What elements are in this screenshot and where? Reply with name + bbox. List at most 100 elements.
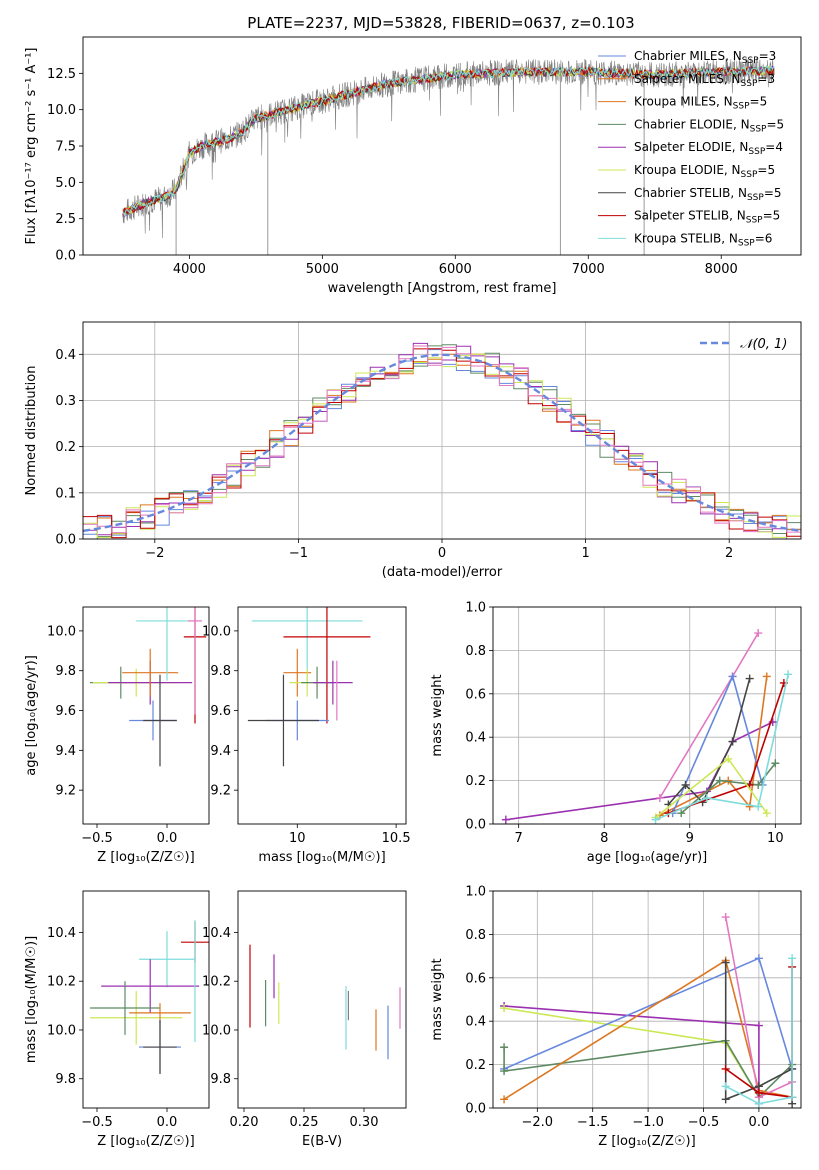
y-axis-label: mass weight <box>430 958 445 1040</box>
x-axis-label: (data-model)/error <box>382 565 503 580</box>
data-point-marker <box>681 780 690 789</box>
x-tick-label: 5000 <box>306 262 339 277</box>
data-point-marker <box>500 1043 509 1052</box>
chart-residuals: −2 −1 0 1 2 0.0 0.1 0.2 0.3 0.4 (data-model)/error… <box>24 321 802 580</box>
chart-age-vs-mass: 10 10.5 9.2 9.4 9.6 9.8 10.0 mass [log₁₀(M/M☉)] <box>202 606 411 865</box>
weight-line <box>680 762 776 814</box>
chart-spectrum: 4000 5000 6000 7000 8000 0.0 2.5 5.0 7.5 10.0 12.5… <box>24 36 802 296</box>
y-tick-label: 9.4 <box>55 744 76 759</box>
y-tick-label: 10.4 <box>47 926 76 941</box>
y-tick-label: 0.3 <box>55 394 76 409</box>
figure-title: PLATE=2237, MJD=53828, FIBERID=0637, z=0… <box>247 14 634 32</box>
chart-mass-vs-z: −0.5 0.0 9.8 10.0 10.2 10.4 Z [log₁₀(Z/Z☉)] mas… <box>24 890 210 1149</box>
axes-frame <box>237 606 407 825</box>
data-point-marker <box>501 815 510 824</box>
data-point-marker <box>788 954 797 963</box>
y-tick-label: 0.4 <box>465 731 486 746</box>
y-tick-label: 12.5 <box>47 67 76 82</box>
data-point-marker <box>721 1095 730 1104</box>
x-tick-label: 7000 <box>572 262 605 277</box>
data-point-marker <box>745 674 754 683</box>
x-tick-label: −2 <box>145 546 164 561</box>
y-tick-label: 9.8 <box>55 1072 76 1087</box>
x-tick-label: 10.5 <box>382 831 411 846</box>
chart-age-vs-z: −0.5 0.0 9.2 9.4 9.6 9.8 10.0 Z [log₁₀(Z/Z☉)] ag… <box>24 606 210 865</box>
model-line <box>122 65 775 217</box>
x-tick-label: 4000 <box>173 262 206 277</box>
data-point-marker <box>677 809 686 818</box>
legend-entry: Chabrier STELIB, NSSP=5 <box>634 186 782 203</box>
x-axis-label: Z [log₁₀(Z/Z☉)] <box>97 850 194 865</box>
legend-entry: Salpeter MILES, NSSP=3 <box>634 72 775 89</box>
y-tick-label: 10.0 <box>47 624 76 639</box>
axes-frame <box>82 890 210 1109</box>
weight-line <box>655 674 789 821</box>
legend-entry: Kroupa MILES, NSSP=5 <box>634 95 767 112</box>
data-point-marker <box>771 759 780 768</box>
x-tick-label: −1.5 <box>577 1115 609 1130</box>
y-tick-label: 0.2 <box>465 774 486 789</box>
data-point-marker <box>754 954 763 963</box>
chart-weight-vs-z: −2.0 −1.5 −1.0 −0.5 0.0 0.0 0.2 0.4 0.6 0.8 1.0 Z [… <box>430 885 802 1149</box>
data-point-marker <box>728 737 737 746</box>
y-tick-label: 10.0 <box>202 1023 231 1038</box>
y-axis-label: mass [log₁₀(M/M☉)] <box>24 936 39 1063</box>
data-point-marker <box>754 1099 763 1108</box>
x-tick-label: 0.20 <box>230 1115 259 1130</box>
data-point-marker <box>724 754 733 763</box>
y-tick-label: 0.6 <box>465 971 486 986</box>
histogram-steps <box>83 345 801 539</box>
y-tick-label: 0.0 <box>465 818 486 833</box>
y-tick-label: 0.2 <box>55 440 76 455</box>
y-axis-label: age [log₁₀(age/yr)] <box>24 655 39 776</box>
legend-entry: Kroupa STELIB, NSSP=6 <box>634 231 772 248</box>
data-point-marker <box>784 670 793 679</box>
legend-entry: Kroupa ELODIE, NSSP=5 <box>634 163 775 180</box>
x-tick-label: 10 <box>289 831 306 846</box>
y-tick-label: 0.4 <box>465 1015 486 1030</box>
y-tick-label: 0.8 <box>465 928 486 943</box>
x-tick-label: 7 <box>515 831 523 846</box>
y-tick-label: 10.2 <box>202 975 231 990</box>
data-point-marker <box>721 913 730 922</box>
data-point-marker <box>728 672 737 681</box>
y-tick-label: 0.2 <box>465 1058 486 1073</box>
axes-frame <box>82 36 802 256</box>
data-point-marker <box>762 809 771 818</box>
data-point-marker <box>788 1093 797 1102</box>
y-tick-label: 9.4 <box>210 744 231 759</box>
data-point-marker <box>702 793 711 802</box>
axes-frame <box>82 321 802 540</box>
y-tick-label: 0.4 <box>55 348 76 363</box>
y-tick-label: 0.0 <box>465 1102 486 1117</box>
y-tick-label: 1.0 <box>465 601 486 616</box>
legend: Chabrier MILES, NSSP=3 Salpeter MILES, NS… <box>598 49 784 248</box>
weight-line <box>505 721 774 821</box>
y-tick-label: 7.5 <box>55 140 76 155</box>
axes-frame <box>492 606 802 825</box>
axes-frame <box>237 890 407 1109</box>
x-tick-label: 0 <box>438 546 446 561</box>
legend-entry: 𝒩(0, 1) <box>740 337 787 352</box>
data-point-marker <box>754 1088 763 1097</box>
y-tick-label: 10.2 <box>47 975 76 990</box>
x-tick-label: −0.5 <box>81 831 113 846</box>
weight-line <box>504 1005 760 1104</box>
y-tick-label: 10.0 <box>47 103 76 118</box>
x-tick-label: −0.5 <box>81 1115 113 1130</box>
y-tick-label: 5.0 <box>55 176 76 191</box>
x-tick-label: 0.0 <box>157 1115 178 1130</box>
y-tick-label: 9.2 <box>55 784 76 799</box>
weight-line <box>503 959 793 1100</box>
data-point-marker <box>754 780 763 789</box>
x-tick-label: 10 <box>767 831 784 846</box>
y-tick-label: 9.6 <box>210 704 231 719</box>
y-tick-label: 10.0 <box>202 624 231 639</box>
weight-line <box>659 676 768 817</box>
y-axis-label: Flux [fλ10⁻¹⁷ erg cm⁻² s⁻¹ A⁻¹] <box>24 48 39 245</box>
y-tick-label: 9.6 <box>55 704 76 719</box>
y-tick-label: 9.2 <box>210 784 231 799</box>
data-point-marker <box>651 815 660 824</box>
x-axis-label: Z [log₁₀(Z/Z☉)] <box>598 1134 695 1149</box>
